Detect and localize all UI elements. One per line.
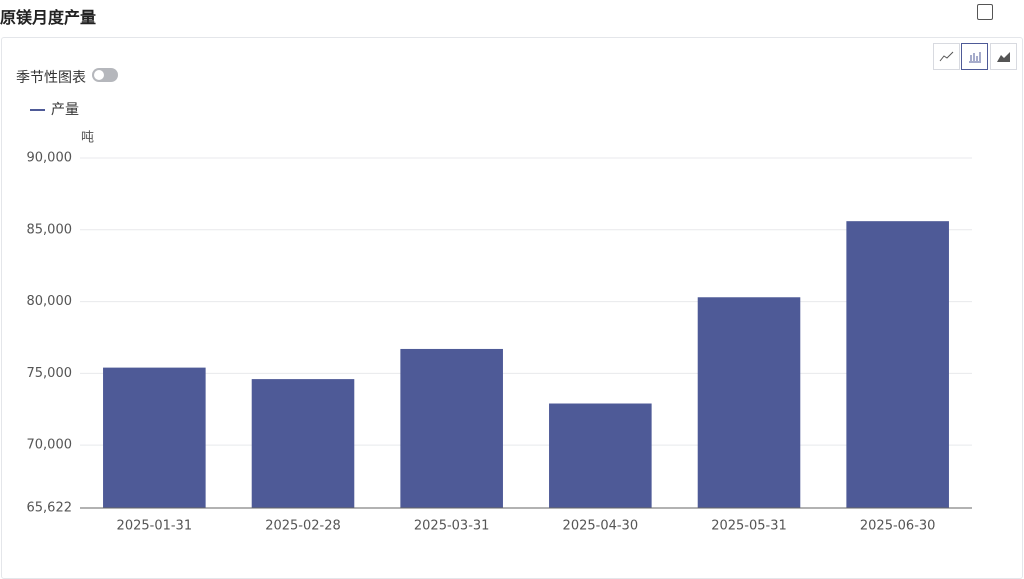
x-tick-label: 2025-06-30 (860, 519, 936, 534)
bar (846, 221, 949, 509)
bar (400, 348, 503, 508)
bar-chart-button[interactable] (961, 43, 988, 70)
toggle-label: 季节性图表 (16, 70, 86, 86)
bar (251, 379, 355, 508)
y-tick-label: 70,000 (27, 438, 73, 453)
area-chart-button[interactable] (990, 43, 1017, 70)
x-tick-label: 2025-01-31 (117, 519, 193, 534)
page-title: 原镁月度产量 (0, 8, 97, 27)
bar (103, 367, 206, 508)
x-tick-label: 2025-03-31 (414, 519, 490, 534)
x-tick-label: 2025-05-31 (711, 519, 787, 534)
line-chart-button[interactable] (933, 43, 960, 70)
seasonal-toggle[interactable] (92, 68, 118, 82)
y-tick-label: 65,622 (27, 501, 73, 516)
export-button[interactable] (977, 4, 993, 20)
unit-label: 吨 (81, 131, 94, 146)
y-tick-label: 85,000 (27, 222, 73, 237)
x-tick-label: 2025-02-28 (265, 519, 341, 534)
bar (697, 297, 801, 508)
y-tick-label: 80,000 (27, 294, 73, 309)
y-tick-label: 90,000 (27, 151, 73, 166)
y-tick-label: 75,000 (27, 366, 73, 381)
x-tick-label: 2025-04-30 (563, 519, 639, 534)
legend-label: 产量 (51, 102, 79, 118)
bar (549, 403, 652, 508)
